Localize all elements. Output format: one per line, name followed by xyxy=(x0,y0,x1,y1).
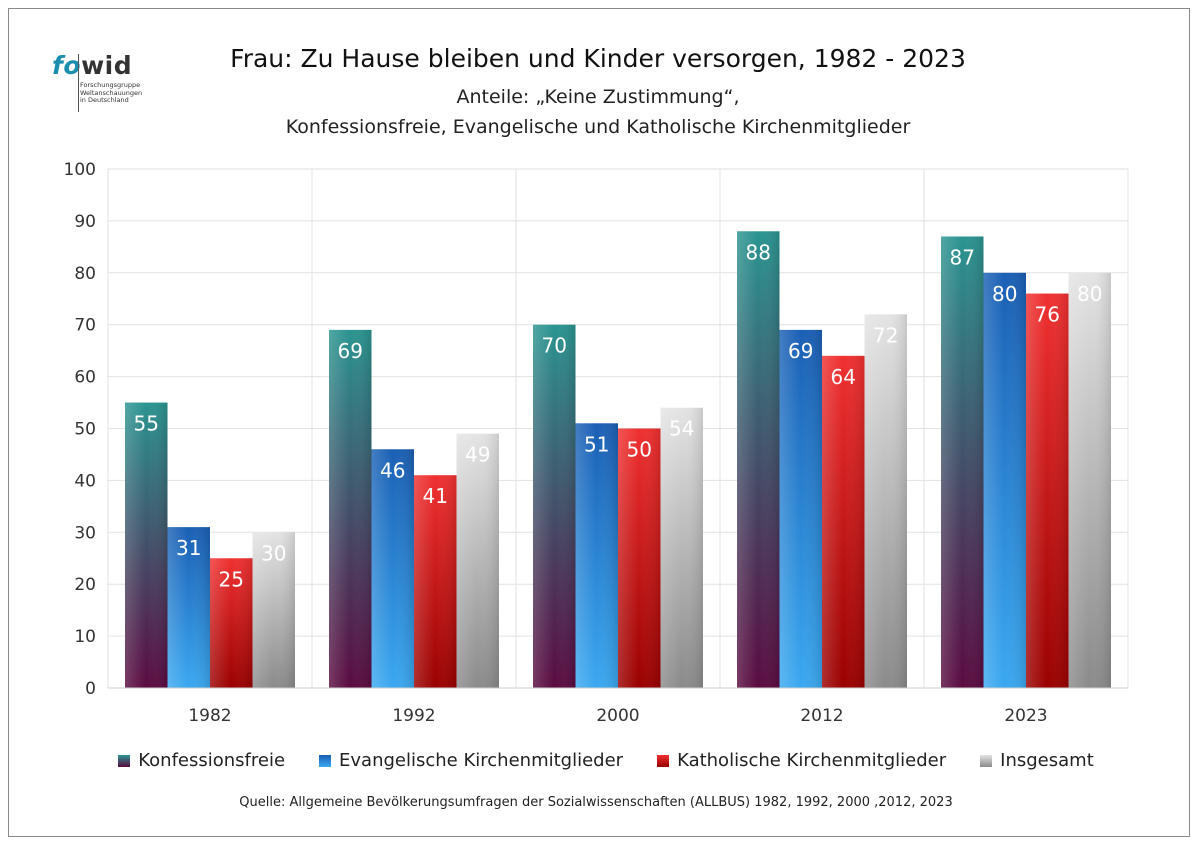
chart-title: Frau: Zu Hause bleiben und Kinder versor… xyxy=(230,44,966,73)
x-tick-label: 1992 xyxy=(392,706,435,726)
bar-shading xyxy=(210,558,253,688)
data-label: 87 xyxy=(950,245,975,269)
data-label: 54 xyxy=(669,417,694,441)
logo-divider xyxy=(78,54,79,112)
y-tick-label: 30 xyxy=(74,523,96,543)
bar-shading xyxy=(1026,293,1069,688)
y-tick-label: 90 xyxy=(74,212,96,232)
data-label: 49 xyxy=(465,443,490,467)
legend-label: Katholische Kirchenmitglieder xyxy=(677,750,947,771)
data-label: 72 xyxy=(873,323,898,347)
data-label: 41 xyxy=(423,484,448,508)
data-label: 64 xyxy=(831,365,856,389)
bar-shading xyxy=(822,355,865,688)
data-label: 50 xyxy=(627,438,652,462)
bar-shading xyxy=(779,329,822,688)
bar-shading xyxy=(456,433,499,688)
bar-shading xyxy=(618,428,661,688)
data-label: 76 xyxy=(1035,303,1060,327)
logo-text-fo: fo xyxy=(52,51,82,80)
bar-shading xyxy=(252,532,295,688)
bar-shading xyxy=(660,407,703,688)
chart-legend: Konfessionsfreie Evangelische Kirchenmit… xyxy=(0,750,1200,771)
logo-subtitle-line: Weltanschauungen xyxy=(80,88,143,97)
x-tick-label: 2012 xyxy=(800,706,843,726)
bar-shading xyxy=(533,324,576,688)
data-label: 25 xyxy=(219,567,244,591)
legend-item-katholische: Katholische Kirchenmitglieder xyxy=(657,750,946,771)
chart-subtitle-line-2: Konfessionsfreie, Evangelische und Katho… xyxy=(285,116,911,138)
legend-swatch xyxy=(319,754,332,767)
y-tick-label: 40 xyxy=(74,471,96,491)
y-tick-label: 10 xyxy=(74,627,96,647)
logo-subtitle-line: in Deutschland xyxy=(80,96,129,104)
legend-label: Insgesamt xyxy=(1000,750,1094,771)
bar-shading xyxy=(737,231,780,688)
y-tick-label: 20 xyxy=(74,575,96,595)
bar-shading xyxy=(983,272,1026,688)
fowid-logo: fowid Forschungsgruppe Weltanschauungen … xyxy=(52,52,162,116)
bar-shading xyxy=(414,475,457,688)
bar-shading xyxy=(575,423,618,688)
bar-shading xyxy=(125,402,168,688)
legend-item-konfessionsfreie: Konfessionsfreie xyxy=(118,750,285,771)
logo-subtitle-line: Forschungsgruppe xyxy=(80,81,141,89)
legend-item-insgesamt: Insgesamt xyxy=(980,750,1094,771)
x-tick-label: 1982 xyxy=(188,706,231,726)
data-label: 69 xyxy=(338,339,363,363)
legend-swatch xyxy=(118,754,131,767)
data-label: 80 xyxy=(992,282,1017,306)
x-tick-label: 2023 xyxy=(1004,706,1047,726)
data-label: 30 xyxy=(261,541,286,565)
y-tick-label: 0 xyxy=(85,679,96,699)
legend-swatch xyxy=(657,754,670,767)
y-tick-label: 60 xyxy=(74,368,96,388)
bar-shading xyxy=(1068,272,1111,688)
legend-item-evangelische: Evangelische Kirchenmitglieder xyxy=(319,750,623,771)
data-label: 88 xyxy=(746,240,771,264)
y-tick-label: 50 xyxy=(74,420,96,440)
data-label: 46 xyxy=(380,458,405,482)
bar-shading xyxy=(371,449,414,688)
data-label: 55 xyxy=(134,412,159,436)
source-note: Quelle: Allgemeine Bevölkerungsumfragen … xyxy=(239,795,953,810)
data-label: 69 xyxy=(788,339,813,363)
data-label: 70 xyxy=(542,334,567,358)
bar-shading xyxy=(864,314,907,688)
bar-shading xyxy=(941,236,984,688)
y-tick-label: 100 xyxy=(64,160,96,180)
chart-subtitle-line-1: Anteile: „Keine Zustimmung“, xyxy=(456,86,740,108)
chart-frame xyxy=(8,8,1190,837)
legend-swatch xyxy=(980,754,993,767)
data-label: 51 xyxy=(584,432,609,456)
y-tick-label: 80 xyxy=(74,264,96,284)
logo-text-wid: wid xyxy=(81,51,133,80)
legend-label: Evangelische Kirchenmitglieder xyxy=(339,750,624,771)
data-label: 80 xyxy=(1077,282,1102,306)
legend-label: Konfessionsfreie xyxy=(138,750,286,771)
data-label: 31 xyxy=(176,536,201,560)
logo-subtitle: Forschungsgruppe Weltanschauungen in Deu… xyxy=(80,81,170,105)
x-tick-label: 2000 xyxy=(596,706,639,726)
bar-shading xyxy=(329,329,372,688)
y-tick-label: 70 xyxy=(74,316,96,336)
bar-shading xyxy=(167,527,210,688)
